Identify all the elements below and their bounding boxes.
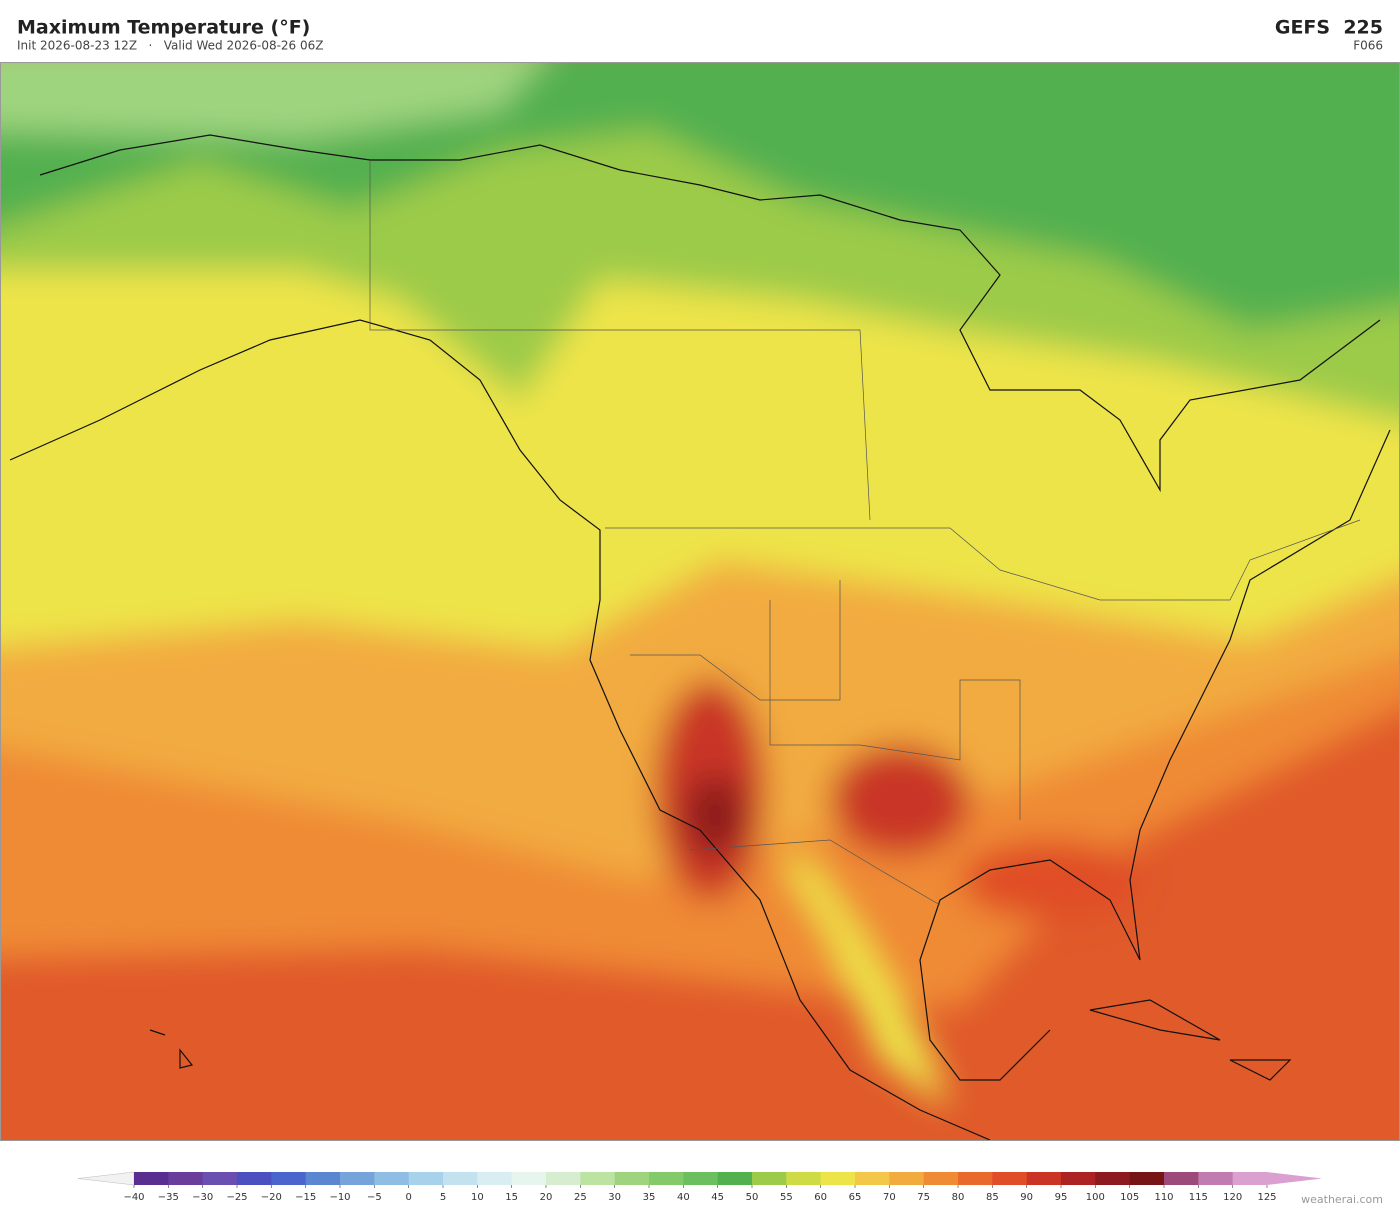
colorbar-tick-label: −10 (329, 1192, 350, 1203)
model-label: GEFS 225 (1275, 17, 1383, 39)
colorbar-tick-label: 85 (986, 1192, 999, 1203)
colorbar-segment (717, 1172, 753, 1185)
colorbar-tick-label: 40 (677, 1192, 690, 1203)
colorbar-tick-label: 25 (574, 1192, 587, 1203)
colorbar-segment (511, 1172, 547, 1185)
colorbar-segment (683, 1172, 719, 1185)
colorbar-segment (1164, 1172, 1199, 1185)
colorbar-segment (1198, 1172, 1234, 1185)
colorbar-tick-label: 105 (1120, 1192, 1139, 1203)
colorbar-segment (992, 1172, 1028, 1185)
colorbar-tick-label: −30 (192, 1192, 213, 1203)
colorbar-tick-label: 120 (1223, 1192, 1242, 1203)
colorbar-tick-label: 50 (746, 1192, 759, 1203)
colorbar-tick-label: 35 (643, 1192, 656, 1203)
subtitle: Init 2026-08-23 12Z · Valid Wed 2026-08-… (17, 39, 324, 53)
colorbar-tick-label: 115 (1189, 1192, 1208, 1203)
colorbar-tick-label: 125 (1257, 1192, 1276, 1203)
colorbar-segment (305, 1172, 341, 1185)
colorbar-tick-label: 10 (471, 1192, 484, 1203)
colorbar-segment (1095, 1172, 1131, 1185)
colorbar-segment (374, 1172, 410, 1185)
colorbar-segment (1061, 1172, 1096, 1185)
watermark: weatherai.com (1301, 1193, 1383, 1206)
colorbar-tick-label: 80 (952, 1192, 965, 1203)
colorbar-tick-label: 55 (780, 1192, 793, 1203)
colorbar-segment (614, 1172, 650, 1185)
colorbar-segment (237, 1172, 272, 1185)
colorbar-segment (134, 1172, 169, 1185)
temperature-field (0, 62, 1400, 1140)
colorbar-under (77, 1171, 135, 1186)
colorbar-segment (1232, 1172, 1268, 1185)
colorbar-segment (168, 1172, 204, 1185)
colorbar-segment (923, 1172, 959, 1185)
colorbar-tick-label: 75 (917, 1192, 930, 1203)
colorbar-segment (1026, 1172, 1062, 1185)
colorbar-tick-label: 95 (1055, 1192, 1068, 1203)
colorbar-segment (958, 1172, 993, 1185)
colorbar-tick-label: 70 (883, 1192, 896, 1203)
colorbar-segment (477, 1172, 513, 1185)
colorbar-tick-label: 5 (440, 1192, 446, 1203)
colorbar-tick-label: 15 (505, 1192, 518, 1203)
colorbar-tick-label: 65 (849, 1192, 862, 1203)
colorbar-tick-label: −40 (123, 1192, 144, 1203)
title: Maximum Temperature (°F) (17, 17, 310, 39)
colorbar-tick-label: −35 (158, 1192, 179, 1203)
forecast-hour: F066 (1353, 39, 1383, 53)
colorbar-segment (855, 1172, 890, 1185)
colorbar-segment (752, 1172, 787, 1185)
colorbar-tick-label: 60 (814, 1192, 827, 1203)
colorbar-tick-label: −15 (295, 1192, 316, 1203)
colorbar-segment (786, 1172, 822, 1185)
colorbar-tick-label: 0 (405, 1192, 411, 1203)
colorbar-segment (340, 1172, 375, 1185)
colorbar-segment (546, 1172, 581, 1185)
colorbar-tick-label: 90 (1020, 1192, 1033, 1203)
colorbar-tick-label: 100 (1086, 1192, 1105, 1203)
colorbar-tick-label: 110 (1154, 1192, 1173, 1203)
colorbar: −40 −35 −30 −25 −20 −15 −10 −5 0 5 10 15 20 25 30 35 40 4… (77, 1171, 1322, 1203)
colorbar-segment (649, 1172, 684, 1185)
colorbar-segment (408, 1172, 444, 1185)
colorbar-segment (202, 1172, 238, 1185)
colorbar-tick-label: 20 (540, 1192, 553, 1203)
colorbar-segment (1129, 1172, 1165, 1185)
colorbar-tick-label: 45 (711, 1192, 724, 1203)
colorbar-tick-label: −25 (226, 1192, 247, 1203)
colorbar-segment (271, 1172, 307, 1185)
colorbar-segment (889, 1172, 925, 1185)
colorbar-tick-label: 30 (608, 1192, 621, 1203)
colorbar-over (1267, 1172, 1322, 1185)
colorbar-tick-label: −20 (261, 1192, 282, 1203)
colorbar-segment (580, 1172, 616, 1185)
colorbar-segment (820, 1172, 856, 1185)
colorbar-segment (443, 1172, 478, 1185)
colorbar-tick-label: −5 (367, 1192, 382, 1203)
